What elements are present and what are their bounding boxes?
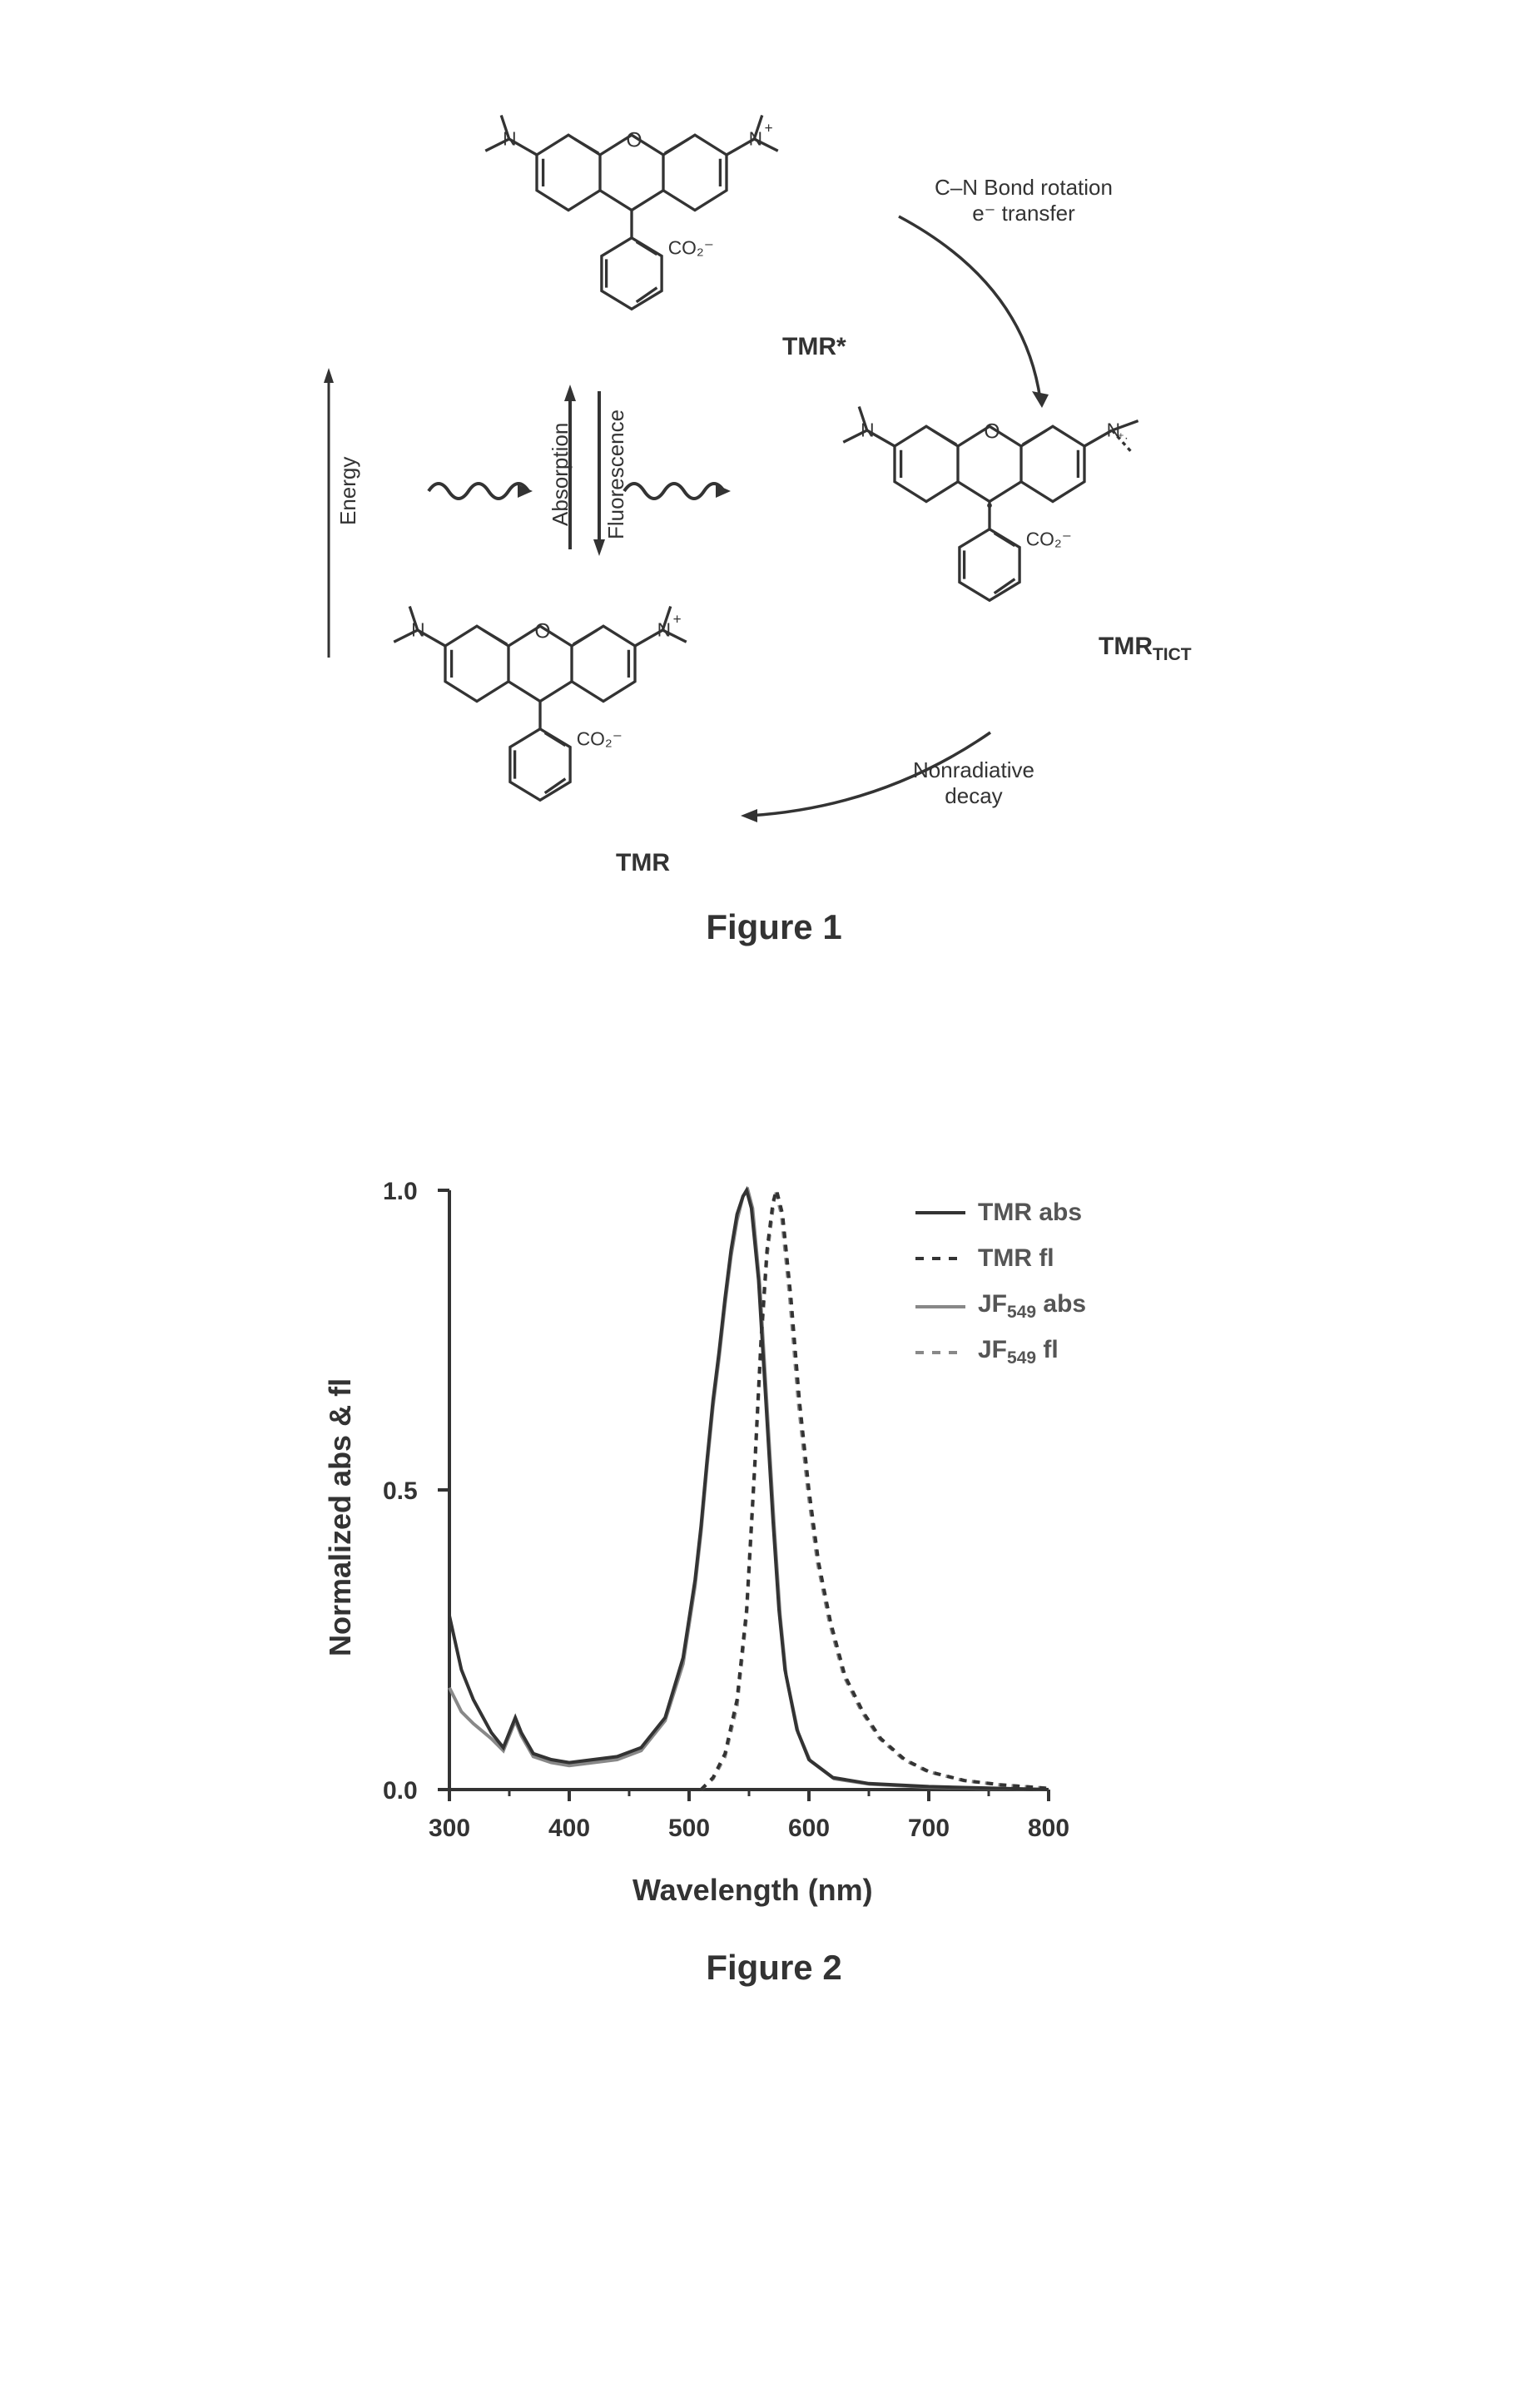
x-axis-label: Wavelength (nm) (632, 1873, 873, 1908)
figure-2-chart (316, 1149, 1232, 1914)
ytick-1: 0.5 (383, 1477, 418, 1506)
xtick-400: 400 (548, 1815, 590, 1843)
legend-jf-abs: JF549 abs (915, 1290, 1086, 1323)
svg-text:CO₂⁻: CO₂⁻ (577, 728, 623, 750)
xtick-300: 300 (429, 1815, 470, 1843)
legend-tmr-fl: TMR fl (915, 1244, 1054, 1273)
svg-text:O: O (534, 621, 550, 643)
legend-jf-fl: JF549 fl (915, 1336, 1059, 1368)
legend-tmr-abs: TMR abs (915, 1199, 1082, 1227)
annotation-nonradiative: Nonradiative decay (882, 757, 1065, 809)
label-tmr-tict: TMRTICT (1099, 633, 1192, 665)
svg-text:+: + (673, 611, 682, 627)
svg-text:N: N (657, 619, 671, 641)
svg-text:CO₂⁻: CO₂⁻ (668, 237, 714, 259)
figure-2-caption: Figure 2 (316, 1948, 1232, 1988)
annotation-absorption: Absorption (548, 400, 573, 549)
y-axis-label: Normalized abs & fl (323, 1340, 358, 1656)
annotation-energy: Energy (335, 416, 361, 566)
svg-text:N: N (749, 128, 762, 150)
xtick-500: 500 (668, 1815, 710, 1843)
xtick-600: 600 (788, 1815, 830, 1843)
xtick-700: 700 (908, 1815, 950, 1843)
svg-text:+: + (765, 120, 773, 136)
svg-text:N: N (503, 128, 516, 150)
svg-text:N: N (861, 420, 874, 441)
svg-text:O: O (984, 421, 1000, 444)
figure-1-caption: Figure 1 (316, 907, 1232, 947)
label-tmr-star: TMR* (782, 333, 846, 361)
ytick-0: 0.0 (383, 1777, 418, 1805)
svg-text:N: N (411, 619, 424, 641)
ytick-2: 1.0 (383, 1178, 418, 1206)
annotation-cn-rotation: C–N Bond rotation e⁻ transfer (915, 175, 1132, 226)
label-tmr: TMR (616, 849, 670, 877)
svg-text:⁺·: ⁺· (1118, 430, 1129, 444)
figure-1-container: O N N + CO₂⁻ O N N + (316, 67, 1232, 1024)
annotation-fluorescence: Fluorescence (603, 400, 629, 549)
svg-text:CO₂⁻: CO₂⁻ (1026, 529, 1072, 550)
xtick-800: 800 (1028, 1815, 1069, 1843)
figure-2-container: Normalized abs & fl Wavelength (nm) 0.0 … (316, 1149, 1232, 2064)
svg-text:O: O (626, 130, 642, 152)
